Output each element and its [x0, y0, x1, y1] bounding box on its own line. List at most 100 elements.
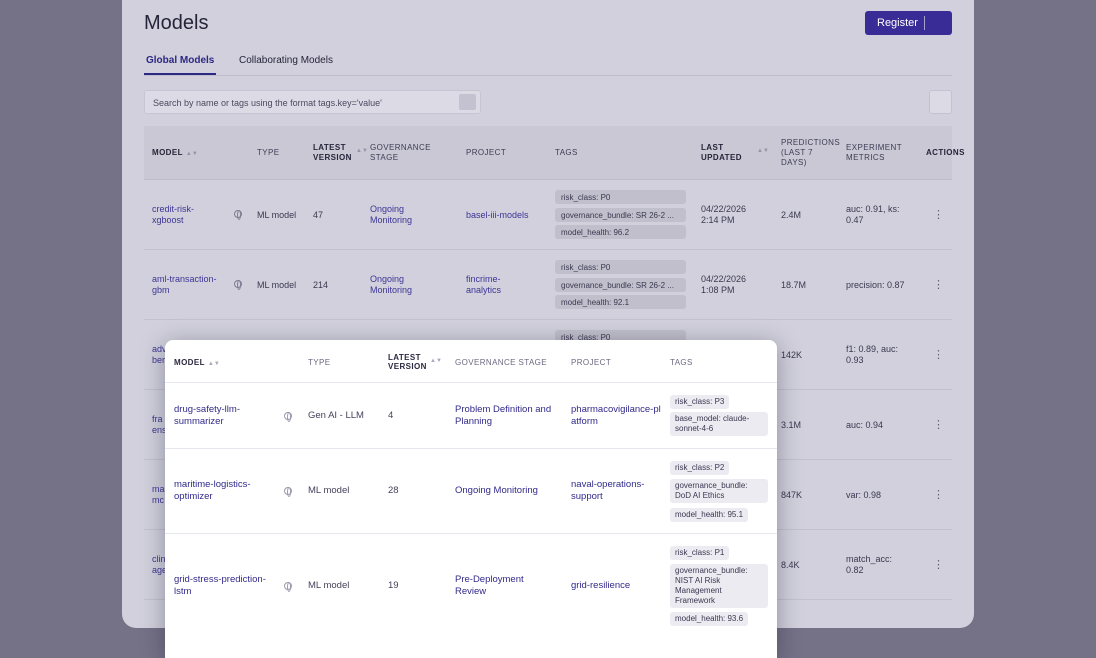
tag-chip: model_health: 92.1	[555, 295, 686, 309]
model-type: ML model	[257, 280, 297, 290]
globe-icon	[284, 412, 292, 422]
governance-stage[interactable]: Ongoing Monitoring	[370, 204, 413, 225]
row-actions-menu-icon[interactable]: ⋮	[933, 279, 944, 291]
predictions-count: 3.1M	[781, 420, 802, 430]
register-button[interactable]: Register	[865, 11, 952, 35]
header-project: PROJECT	[571, 358, 612, 367]
model-type: Gen AI - LLM	[308, 410, 364, 421]
predictions-count: 8.4K	[781, 560, 800, 570]
table-header: MODEL ▲▼ TYPE LATEST VERSION ▲▼ GOVERNANC…	[144, 126, 964, 180]
register-label: Register	[877, 17, 918, 29]
tag-chip: model_health: 96.2	[555, 225, 686, 239]
row-actions-menu-icon[interactable]: ⋮	[933, 209, 944, 221]
header-model[interactable]: MODEL ▲▼	[152, 148, 198, 157]
model-name-link-line2[interactable]: ens	[152, 425, 167, 435]
tag-chip: risk_class: P1	[670, 546, 730, 560]
header-last-updated[interactable]: LAST UPDATED	[701, 143, 742, 162]
table-row[interactable]: credit-risk-xgboost ML model 47 Ongoing …	[144, 180, 952, 250]
governance-stage[interactable]: Pre-Deployment Review	[455, 574, 524, 597]
governance-stage[interactable]: Problem Definition and Planning	[455, 404, 552, 427]
table-row[interactable]: maritime-logistics-optimizer ML model 28…	[165, 449, 777, 534]
model-name-link[interactable]: maritime-logistics-optimizer	[174, 479, 251, 502]
model-version: 4	[388, 410, 394, 421]
header-tags: TAGS	[670, 358, 693, 367]
header-project: PROJECT	[466, 148, 507, 157]
project-link[interactable]: basel-iii-models	[466, 210, 529, 220]
table-row[interactable]: drug-safety-llm-summarizer Gen AI - LLM …	[165, 383, 777, 449]
model-name-link-line2[interactable]: ber	[152, 355, 166, 365]
tag-chip: base_model: claude-sonnet-4-6	[670, 412, 768, 436]
governance-stage[interactable]: Ongoing Monitoring	[455, 485, 538, 496]
experiment-metrics: match_acc: 0.82	[846, 554, 893, 575]
model-name-link[interactable]: clin	[152, 554, 166, 564]
model-type: ML model	[308, 485, 350, 496]
model-name-link[interactable]: credit-risk-xgboost	[152, 204, 194, 225]
page-title: Models	[144, 12, 209, 34]
tab-global-models[interactable]: Global Models	[146, 55, 215, 66]
model-name-link[interactable]: aml-transaction-gbm	[152, 274, 217, 295]
models-table: MODEL ▲▼ TYPE LATEST VERSION ▲▼ GOVERNANC…	[144, 126, 964, 600]
header-latest-version[interactable]: LATEST VERSION	[388, 353, 427, 371]
table-row[interactable]: grid-stress-prediction-lstm ML model 19 …	[165, 534, 777, 658]
header-experiment-metrics: EXPERIMENT METRICS	[846, 143, 902, 162]
predictions-count: 18.7M	[781, 280, 807, 290]
tag-chip: model_health: 93.6	[670, 612, 749, 626]
project-link[interactable]: fincrime-analytics	[466, 274, 502, 295]
model-name-link[interactable]: ma	[152, 484, 165, 494]
header-actions: ACTIONS	[926, 148, 965, 157]
model-version: 47	[313, 210, 324, 220]
project-link[interactable]: grid-resilience	[571, 580, 631, 591]
header-governance-stage: GOVERNANCE STAGE	[455, 358, 548, 367]
row-actions-menu-icon[interactable]: ⋮	[933, 559, 944, 571]
last-updated-date: 04/22/2026	[701, 274, 747, 284]
header-type: TYPE	[308, 358, 331, 367]
header-latest-version[interactable]: LATEST VERSION	[313, 143, 352, 162]
row-actions-menu-icon[interactable]: ⋮	[933, 419, 944, 431]
model-type: ML model	[257, 210, 297, 220]
row-actions-menu-icon[interactable]: ⋮	[933, 489, 944, 501]
sort-version-icon[interactable]: ▲▼	[356, 148, 368, 154]
project-link[interactable]: naval-operations-support	[571, 479, 645, 502]
model-name-link[interactable]: grid-stress-prediction-lstm	[174, 574, 266, 597]
filter-button[interactable]	[929, 90, 952, 114]
model-name-link[interactable]: drug-safety-llm-summarizer	[174, 404, 240, 427]
model-version: 214	[313, 280, 329, 290]
header-predictions: PREDICTIONS (LAST 7 DAYS)	[781, 138, 841, 167]
search-placeholder: Search by name or tags using the format …	[153, 98, 382, 108]
tag-chip: governance_bundle: SR 26-2 ...	[555, 278, 686, 292]
globe-icon	[284, 487, 292, 497]
tag-chip: governance_bundle: DoD AI Ethics	[670, 479, 768, 503]
table-row[interactable]: aml-transaction-gbm ML model 214 Ongoing…	[144, 250, 952, 320]
row-actions-menu-icon[interactable]: ⋮	[933, 349, 944, 361]
models-table-zoom-panel: MODEL ▲▼ TYPE LATEST VERSION ▲▼ GOVERNANC…	[165, 340, 777, 658]
model-name-link[interactable]: adv	[152, 344, 167, 354]
search-submit-button[interactable]	[459, 94, 476, 110]
project-link[interactable]: pharmacovigilance-platform	[571, 404, 661, 427]
tag-chip: risk_class: P0	[555, 190, 686, 204]
header-governance-stage: GOVERNANCE STAGE	[370, 143, 431, 162]
globe-icon	[234, 210, 242, 220]
experiment-metrics: precision: 0.87	[846, 280, 905, 290]
model-name-link[interactable]: fra	[152, 414, 163, 424]
zoom-table-header: MODEL ▲▼ TYPE LATEST VERSION ▲▼ GOVERNANC…	[165, 340, 777, 383]
predictions-count: 847K	[781, 490, 803, 500]
search-input[interactable]: Search by name or tags using the format …	[144, 90, 481, 114]
header-model[interactable]: MODEL ▲▼	[174, 358, 220, 367]
tab-collaborating-models[interactable]: Collaborating Models	[239, 55, 333, 66]
model-name-link-line2[interactable]: mc	[152, 495, 164, 505]
governance-stage[interactable]: Ongoing Monitoring	[370, 274, 413, 295]
tag-chip: model_health: 95.1	[670, 508, 749, 522]
last-updated-time: 2:14 PM	[701, 215, 735, 225]
header-type: TYPE	[257, 148, 280, 157]
tag-chip: governance_bundle: SR 26-2 ...	[555, 208, 686, 222]
last-updated-date: 04/22/2026	[701, 204, 747, 214]
sort-version-icon[interactable]: ▲▼	[430, 358, 442, 364]
model-type: ML model	[308, 580, 350, 591]
tag-chip: risk_class: P2	[670, 461, 730, 475]
experiment-metrics: f1: 0.89, auc: 0.93	[846, 344, 899, 365]
model-name-link-line2[interactable]: age	[152, 565, 168, 575]
sort-updated-icon[interactable]: ▲▼	[757, 148, 769, 154]
last-updated-time: 1:08 PM	[701, 285, 735, 295]
model-tabs: Global Models Collaborating Models	[144, 54, 952, 76]
predictions-count: 2.4M	[781, 210, 802, 220]
